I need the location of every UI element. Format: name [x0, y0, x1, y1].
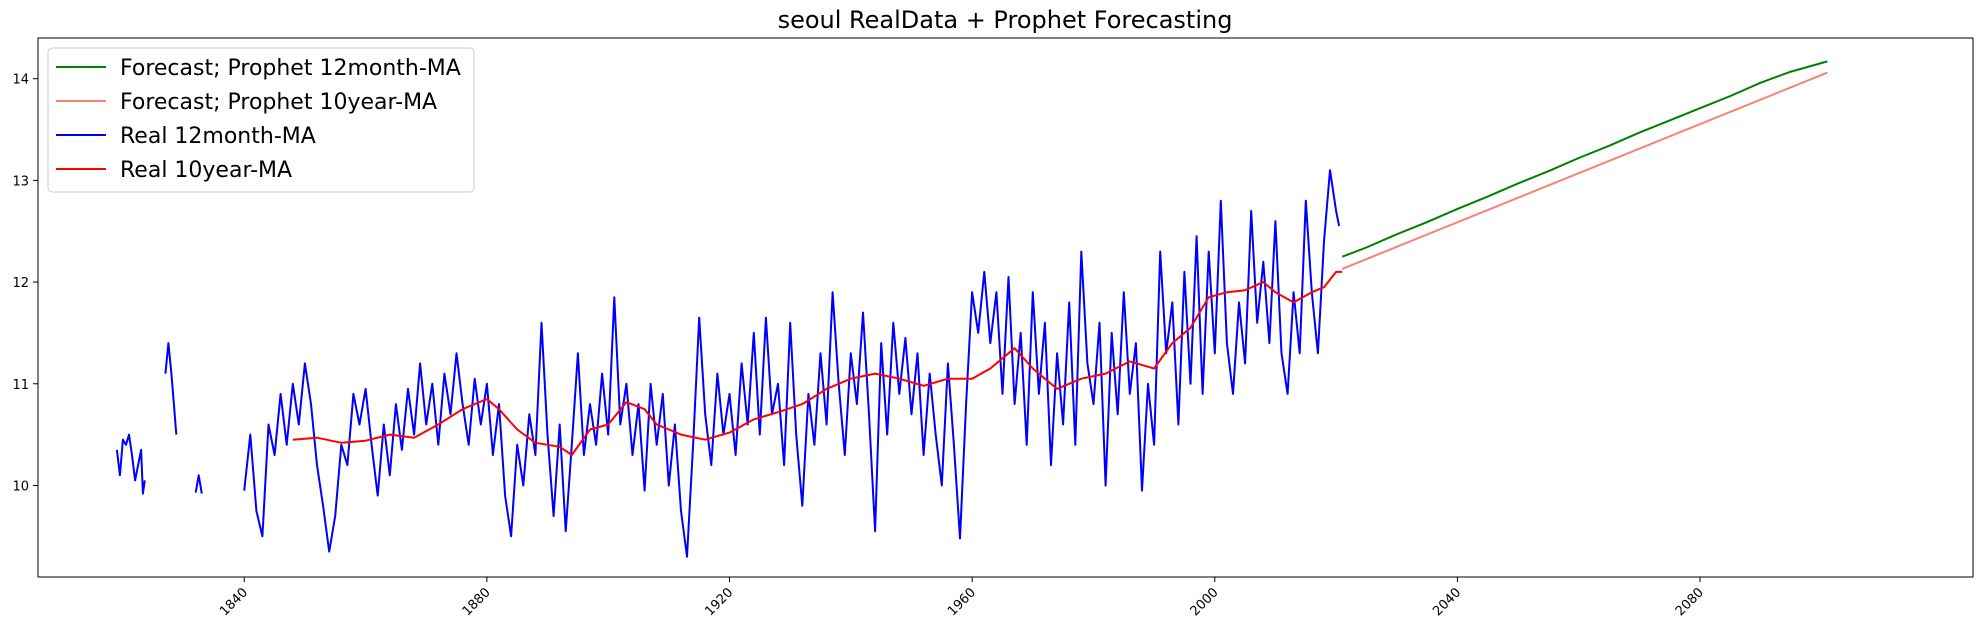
x-tick-label: 2040: [1430, 585, 1464, 619]
chart-title: seoul RealData + Prophet Forecasting: [778, 6, 1233, 34]
x-tick-label: 1960: [945, 585, 979, 619]
legend-entry-2: Real 12month-MA: [120, 124, 316, 149]
y-tick-label: 11: [12, 378, 29, 393]
series-line-2-segment-1: [164, 342, 178, 435]
plot-area: [115, 60, 1828, 558]
y-tick-label: 10: [12, 479, 29, 494]
series-line-0-segment-0: [1341, 60, 1828, 258]
legend: Forecast; Prophet 12month-MA Forecast; Pr…: [47, 47, 475, 193]
legend-entry-1: Forecast; Prophet 10year-MA: [120, 90, 437, 115]
series-line-1-segment-0: [1341, 71, 1828, 270]
series-line-3-segment-0: [292, 270, 1343, 456]
y-tick-label: 14: [12, 73, 29, 88]
legend-box: [47, 47, 475, 193]
y-tick-label: 12: [12, 276, 29, 291]
x-tick-label: 1880: [460, 585, 494, 619]
series-line-2-segment-3: [243, 169, 1341, 558]
legend-entry-0: Forecast; Prophet 12month-MA: [120, 56, 461, 81]
x-tick-label: 2080: [1673, 585, 1707, 619]
x-tick-label: 1840: [217, 585, 251, 619]
x-tick-label: 1920: [702, 585, 736, 619]
legend-entry-3: Real 10year-MA: [120, 158, 292, 183]
series-line-2-segment-2: [194, 474, 203, 494]
series-line-2-segment-0: [115, 433, 146, 495]
x-tick-label: 2000: [1188, 585, 1222, 619]
y-tick-label: 13: [12, 174, 29, 189]
axes-frame: [37, 37, 1974, 578]
